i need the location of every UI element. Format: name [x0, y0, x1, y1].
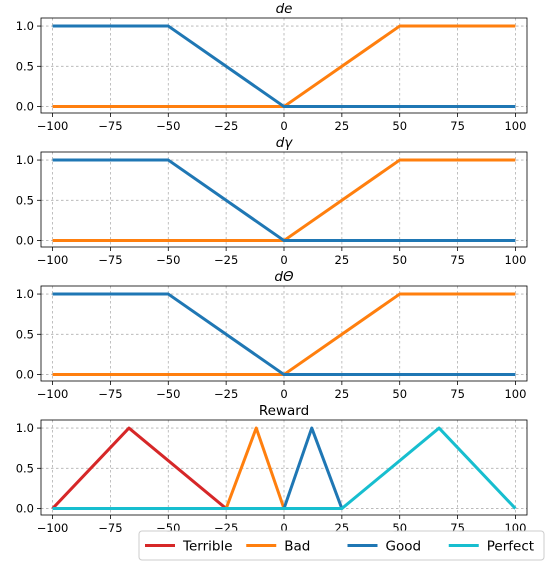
y-tick-label: 1.0 [16, 421, 34, 435]
y-tick-label: 1.0 [16, 153, 34, 167]
x-tick-label: 25 [335, 253, 350, 267]
legend-label-perfect: Perfect [487, 539, 534, 555]
legend-box [138, 530, 545, 561]
x-tick-label: 25 [335, 119, 350, 133]
x-tick-label: −75 [98, 253, 122, 267]
x-tick-label: −25 [214, 119, 238, 133]
y-tick-label: 0.0 [16, 234, 34, 248]
panel-4: −100 −75 −50 −25 0 25 50 75 1000.00.51.0RewardTe… [16, 403, 545, 561]
x-tick-label: −75 [98, 387, 122, 401]
panel-title: dΘ [274, 269, 294, 285]
panel-3: −100 −75 −50 −25 0 25 50 75 100 0.0 0.5 1.0 dΘ [16, 269, 528, 401]
x-tick-label: −75 [98, 521, 122, 535]
x-tick-label: 75 [450, 119, 465, 133]
panel-title: Reward [259, 403, 309, 419]
legend-label-good: Good [386, 539, 422, 555]
panel-1: −100 −75 −50 −25 0 25 50 75 100 0.0 0.5 1.0 de [16, 1, 528, 133]
x-tick-label: −50 [156, 253, 180, 267]
x-tick-label: −100 [37, 119, 69, 133]
y-tick-label: 0.5 [16, 193, 34, 207]
y-tick-label: 0.0 [16, 368, 34, 382]
x-tick-label: −25 [214, 387, 238, 401]
series-line-good [282, 426, 344, 510]
y-tick-label: 1.0 [16, 287, 34, 301]
x-tick-label: −100 [37, 387, 69, 401]
legend-label-terrible: Terrible [182, 539, 233, 555]
x-tick-label: 0 [280, 253, 287, 267]
x-tick-label: 100 [504, 119, 526, 133]
x-tick-label: 75 [450, 387, 465, 401]
series-line-2 [52, 292, 516, 377]
series-line-1 [52, 292, 516, 377]
y-tick-label: 0.5 [16, 461, 34, 475]
x-tick-label: 0 [280, 387, 287, 401]
y-tick-label: 0.5 [16, 59, 34, 73]
x-tick-label: −25 [214, 253, 238, 267]
series-line-perfect [52, 426, 517, 511]
x-tick-label: 50 [392, 387, 407, 401]
y-tick-label: 1.0 [16, 19, 34, 33]
legend: Terrible Bad Good Perfect [138, 530, 545, 561]
panel-title: dγ [276, 135, 294, 151]
x-tick-label: 50 [392, 119, 407, 133]
y-tick-label: 0.5 [16, 327, 34, 341]
x-tick-label: −50 [156, 119, 180, 133]
x-tick-label: −75 [98, 119, 122, 133]
x-tick-label: −50 [156, 387, 180, 401]
series-line-2 [52, 24, 516, 109]
x-tick-label: −100 [37, 253, 69, 267]
x-tick-label: 25 [335, 387, 350, 401]
y-tick-label: 0.0 [16, 502, 34, 516]
series-line-1 [52, 158, 516, 243]
panel-2: −100 −75 −50 −25 0 25 50 75 100 0.0 0.5 1.0 dγ [16, 135, 528, 267]
x-tick-label: 100 [504, 253, 526, 267]
x-tick-label: −100 [37, 521, 69, 535]
y-tick-label: 0.0 [16, 100, 34, 114]
series-line-bad [224, 426, 286, 510]
series-line-1 [52, 24, 516, 109]
panel-title: de [276, 1, 293, 17]
legend-label-bad: Bad [284, 539, 310, 555]
x-tick-label: 100 [504, 387, 526, 401]
x-tick-label: 0 [280, 119, 287, 133]
x-tick-label: 50 [392, 253, 407, 267]
x-tick-label: 0 [280, 521, 287, 535]
series-line-2 [52, 158, 516, 243]
series-line-terrible [51, 426, 228, 510]
x-tick-label: 75 [450, 253, 465, 267]
